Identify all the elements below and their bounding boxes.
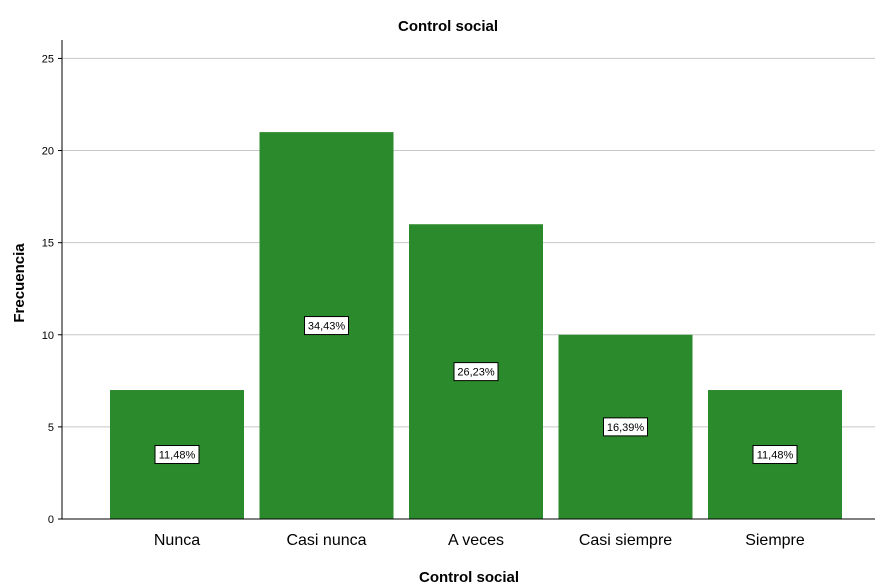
y-tick-label: 15 [42, 238, 54, 250]
x-tick-label: Siempre [745, 532, 805, 549]
data-label: 16,39% [607, 422, 645, 434]
y-tick-label: 10 [42, 330, 54, 342]
data-label-box [304, 316, 349, 336]
data-label-box [453, 362, 499, 382]
bars [110, 132, 842, 519]
y-axis-label: Frecuencia [11, 243, 28, 323]
y-tick-labels: 0 5 10 15 20 25 [42, 53, 54, 526]
x-tick-label: Casi siempre [579, 532, 672, 549]
x-tick-label: Nunca [154, 532, 200, 549]
chart-title: Control social [398, 18, 498, 35]
data-label: 11,48% [159, 450, 196, 462]
axes [58, 40, 875, 520]
y-tick-label: 25 [42, 53, 54, 65]
x-axis-label: Control social [419, 569, 519, 585]
data-label: 34,43% [308, 321, 346, 333]
y-tick-label: 5 [48, 422, 54, 434]
y-tick-label: 20 [42, 146, 54, 158]
data-label-box [752, 445, 798, 465]
data-label: 11,48% [757, 450, 794, 462]
data-labels: 11,48% 34,43% 26,23% 16,39% 11,48% [154, 316, 798, 465]
data-label-box [603, 417, 648, 437]
data-label: 26,23% [457, 367, 495, 379]
x-tick-labels: Nunca Casi nunca A veces Casi siempre Siempr… [154, 532, 805, 549]
x-tick-label: Casi nunca [286, 532, 366, 549]
y-tick-label: 0 [48, 514, 54, 526]
x-tick-label: A veces [448, 532, 504, 549]
data-label-box [154, 445, 200, 465]
